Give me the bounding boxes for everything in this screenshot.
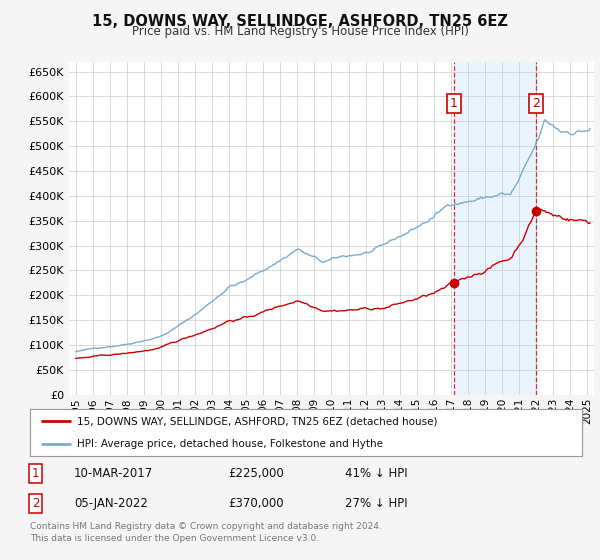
Text: £370,000: £370,000 [229,497,284,510]
Text: 15, DOWNS WAY, SELLINDGE, ASHFORD, TN25 6EZ: 15, DOWNS WAY, SELLINDGE, ASHFORD, TN25 … [92,14,508,29]
Text: 27% ↓ HPI: 27% ↓ HPI [344,497,407,510]
Text: £225,000: £225,000 [229,468,284,480]
Text: 1: 1 [32,468,39,480]
Text: 05-JAN-2022: 05-JAN-2022 [74,497,148,510]
Text: 15, DOWNS WAY, SELLINDGE, ASHFORD, TN25 6EZ (detached house): 15, DOWNS WAY, SELLINDGE, ASHFORD, TN25 … [77,416,437,426]
Text: 2: 2 [532,97,540,110]
Bar [454,62,536,395]
Text: 1: 1 [450,97,458,110]
Text: 10-MAR-2017: 10-MAR-2017 [74,468,154,480]
Text: Contains HM Land Registry data © Crown copyright and database right 2024.
This d: Contains HM Land Registry data © Crown c… [30,522,382,543]
Text: 2: 2 [32,497,39,510]
Text: HPI: Average price, detached house, Folkestone and Hythe: HPI: Average price, detached house, Folk… [77,439,383,449]
Text: Price paid vs. HM Land Registry's House Price Index (HPI): Price paid vs. HM Land Registry's House … [131,25,469,38]
Text: 41% ↓ HPI: 41% ↓ HPI [344,468,407,480]
